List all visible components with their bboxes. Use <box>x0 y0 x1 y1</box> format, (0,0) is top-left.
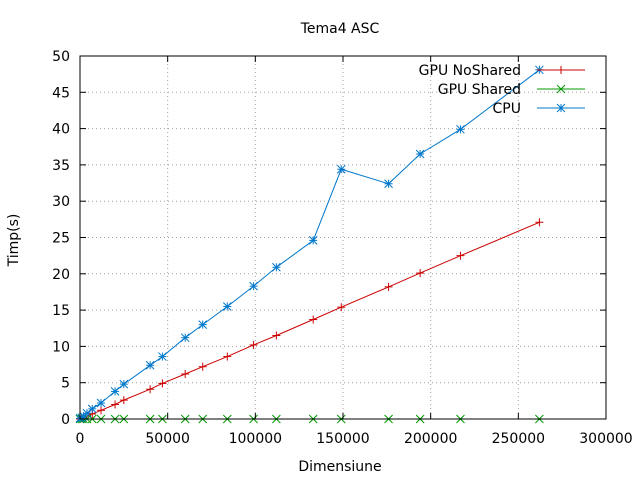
data-point-cpu <box>145 360 155 370</box>
y-tick-label: 5 <box>61 376 70 392</box>
data-point-cpu <box>222 302 232 311</box>
data-point-gpu-noshared <box>223 352 232 361</box>
y-tick-label: 50 <box>52 49 70 65</box>
data-point-gpu-noshared <box>249 340 258 349</box>
x-tick-label: 0 <box>76 431 85 447</box>
data-point-cpu <box>198 320 208 329</box>
data-point-gpu-noshared <box>198 362 207 371</box>
data-point-cpu <box>272 262 281 272</box>
data-point-gpu-noshared <box>97 406 106 415</box>
y-tick-label: 20 <box>52 267 70 283</box>
data-point-gpu-noshared <box>456 251 465 260</box>
data-point-cpu <box>110 387 120 396</box>
data-point-gpu-noshared <box>111 400 120 409</box>
data-point-cpu <box>180 333 190 343</box>
y-tick-label: 40 <box>52 122 70 138</box>
y-tick-label: 15 <box>52 303 70 319</box>
x-tick-label: 300000 <box>579 431 632 447</box>
legend-label: CPU <box>493 101 521 117</box>
data-point-cpu <box>336 164 346 174</box>
data-point-cpu <box>249 281 258 291</box>
legend: GPU NoShared GPU Shared CPU <box>419 63 585 117</box>
data-point-cpu <box>384 179 393 189</box>
series-gpu-noshared <box>76 218 544 423</box>
data-point-cpu <box>119 379 129 389</box>
plot-series <box>75 65 544 424</box>
data-point-cpu <box>308 236 318 245</box>
y-tick-label: 0 <box>61 412 70 428</box>
data-point-cpu <box>415 149 425 159</box>
legend-marker-gpu-noshared <box>557 66 565 74</box>
x-tick-label: 250000 <box>492 431 545 447</box>
data-point-gpu-noshared <box>416 269 425 278</box>
x-tick-label: 200000 <box>404 431 457 447</box>
legend-marker-gpu-shared <box>556 84 566 94</box>
data-point-gpu-noshared <box>158 379 167 388</box>
legend-label: GPU Shared <box>438 82 521 98</box>
data-point-cpu <box>456 124 465 134</box>
legend-label: GPU NoShared <box>419 63 521 79</box>
data-point-cpu <box>96 398 106 408</box>
data-point-gpu-noshared <box>337 303 346 312</box>
x-tick-label: 100000 <box>229 431 282 447</box>
y-tick-label: 35 <box>52 158 70 174</box>
y-tick-label: 25 <box>52 231 70 247</box>
data-point-gpu-noshared <box>384 282 393 291</box>
x-axis-label: Dimensiune <box>298 459 381 475</box>
data-point-gpu-noshared <box>146 385 155 394</box>
data-point-gpu-noshared <box>181 369 190 378</box>
axis-ticks: 0 5 10 15 20 25 30 35 40 45 50 0 50000 100000 150000 20… <box>52 49 633 447</box>
x-tick-label: 150000 <box>316 431 369 447</box>
data-point-gpu-noshared <box>119 396 128 405</box>
chart-title: Tema4 ASC <box>300 21 380 37</box>
legend-marker-cpu <box>556 103 566 113</box>
data-point-gpu-noshared <box>309 315 318 324</box>
data-point-cpu <box>87 404 97 414</box>
grid <box>80 56 606 419</box>
plot-frame <box>79 55 607 420</box>
series-cpu <box>75 65 544 423</box>
data-point-cpu <box>158 352 167 361</box>
y-tick-label: 10 <box>52 339 70 355</box>
y-axis-label: Timp(s) <box>6 214 22 268</box>
data-point-gpu-noshared <box>272 331 281 340</box>
data-point-gpu-noshared <box>535 218 544 227</box>
y-tick-label: 45 <box>52 85 70 101</box>
y-tick-label: 30 <box>52 194 70 210</box>
x-tick-label: 50000 <box>145 431 190 447</box>
data-point-cpu <box>82 408 92 418</box>
